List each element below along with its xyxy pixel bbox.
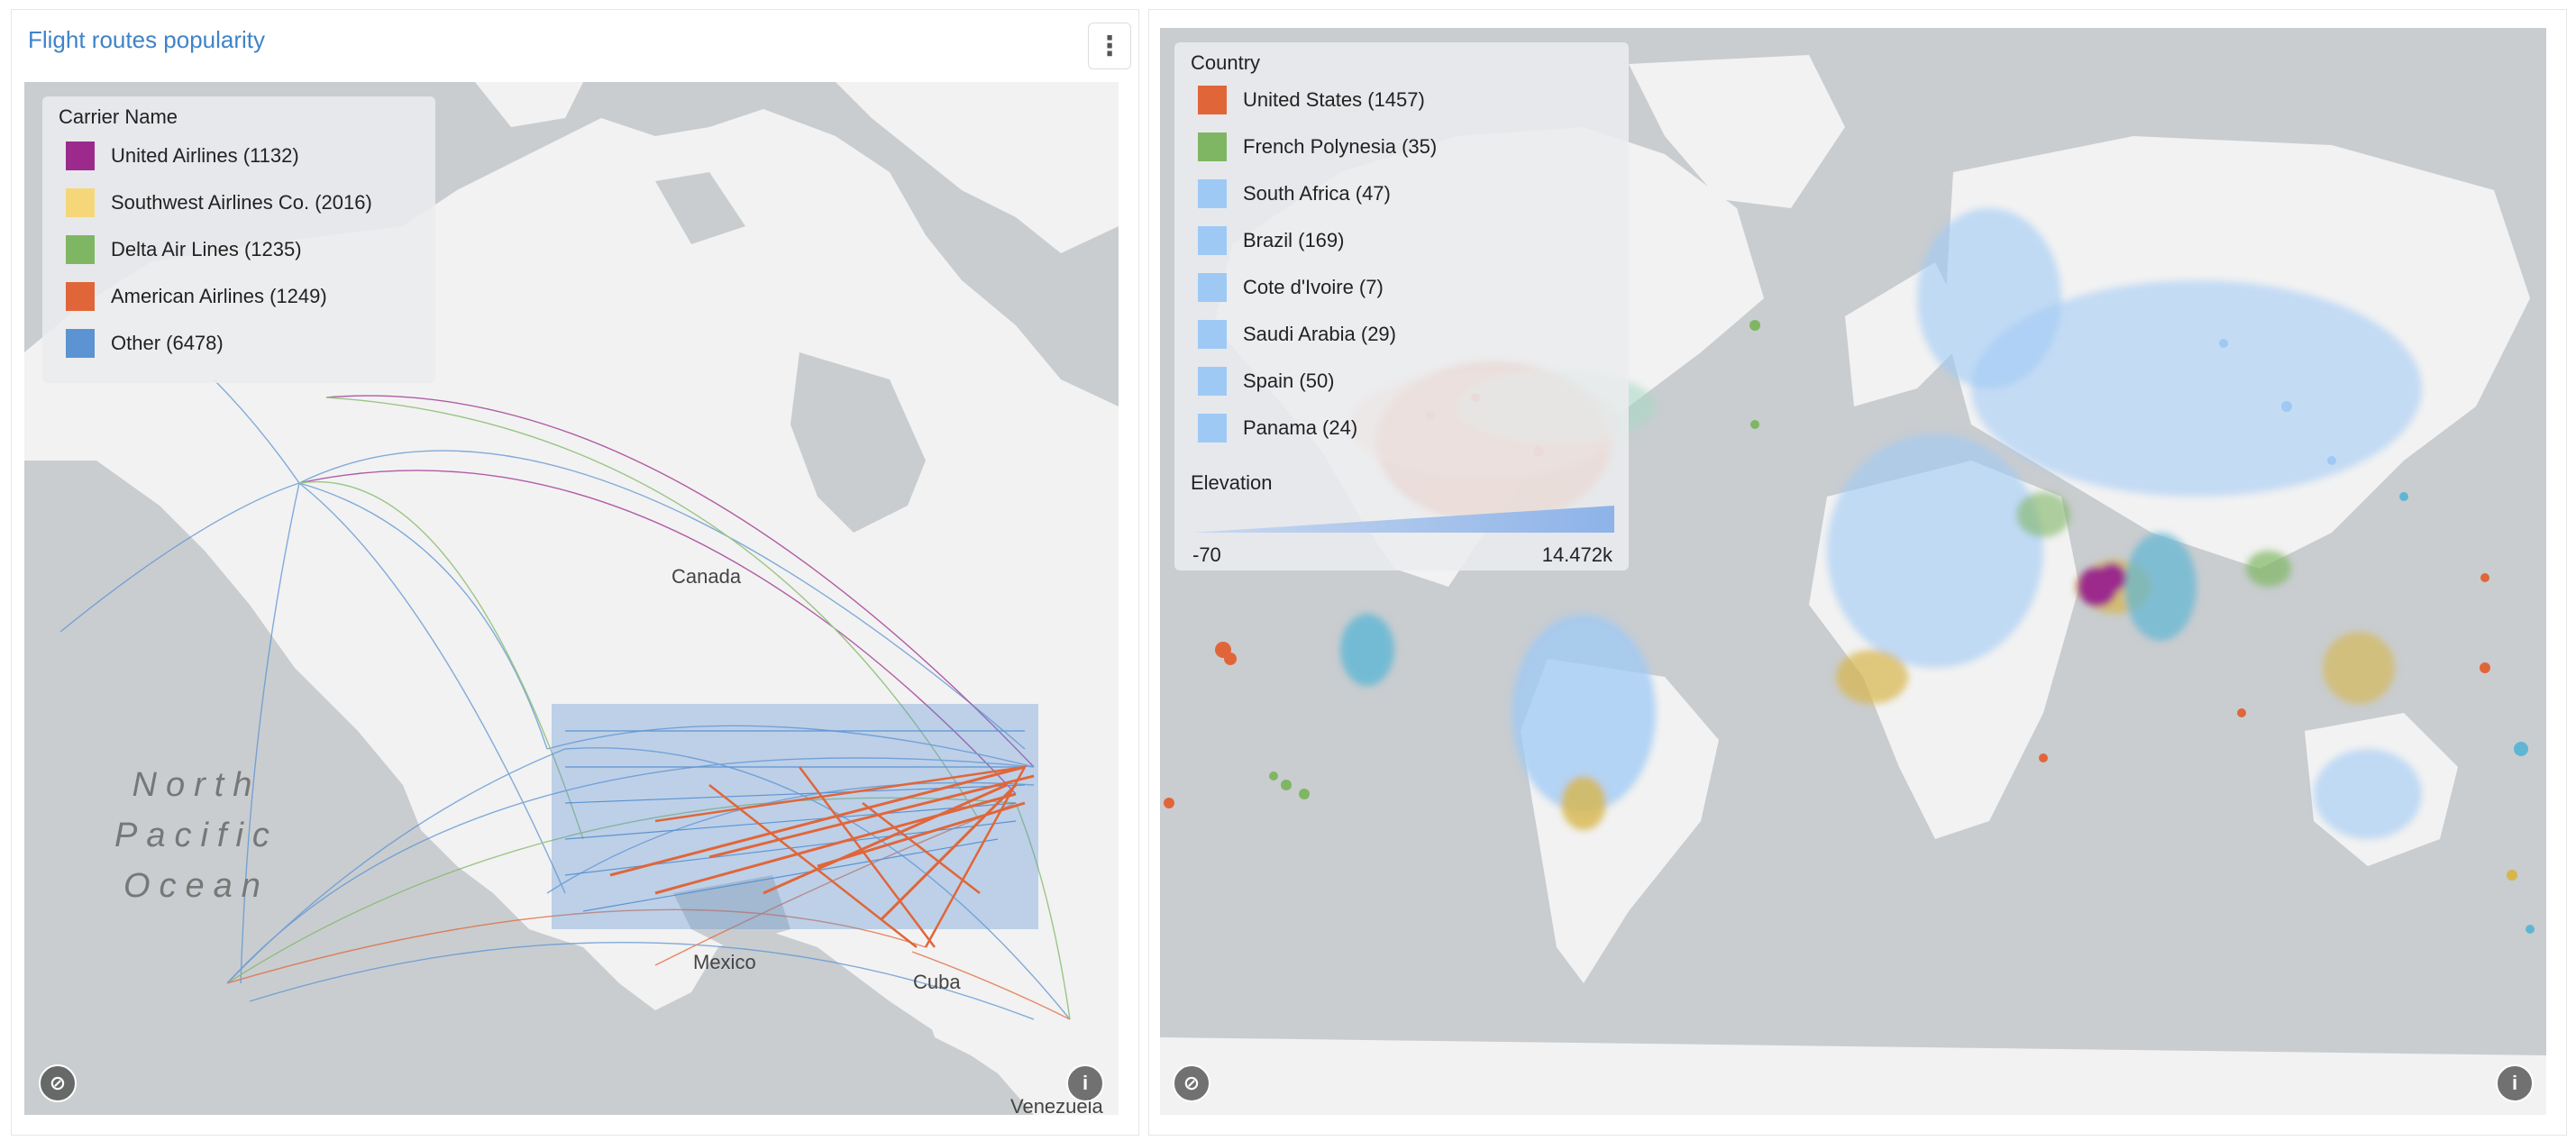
compass-icon[interactable]: ⊘ (1173, 1064, 1210, 1102)
legend-item[interactable]: South Africa (47) (1198, 179, 1391, 208)
legend-label: French Polynesia (35) (1243, 135, 1438, 158)
legend-item[interactable]: Other (6478) (66, 329, 224, 358)
legend-label: Other (6478) (111, 332, 224, 354)
label-ocean: North Pacific Ocean (114, 760, 279, 911)
elevation-min: -70 (1192, 543, 1221, 566)
country-elevation-panel: Country United States (1457) French Poly… (1148, 9, 2567, 1136)
legend-item[interactable]: French Polynesia (35) (1198, 132, 1437, 161)
legend-label: Spain (50) (1243, 370, 1335, 392)
legend-item[interactable]: United Airlines (1132) (66, 141, 299, 170)
legend-item[interactable]: Southwest Airlines Co. (2016) (66, 188, 372, 217)
carrier-legend: Carrier Name United Airlines (1132) Sout… (42, 96, 435, 383)
legend-swatch (66, 141, 95, 170)
dense-routes (552, 704, 1038, 948)
legend-swatch (1198, 367, 1227, 396)
legend-item[interactable]: Cote d'Ivoire (7) (1198, 273, 1384, 302)
flight-routes-map[interactable]: Canada Mexico Cuba Venezuela North Pacif… (24, 82, 1119, 1115)
legend-label: Panama (24) (1243, 416, 1358, 439)
more-vertical-icon[interactable]: ⋮ (1088, 23, 1131, 69)
legend-label: Delta Air Lines (1235) (111, 238, 302, 260)
legend-item[interactable]: American Airlines (1249) (66, 282, 327, 311)
legend-swatch (1198, 273, 1227, 302)
compass-icon[interactable]: ⊘ (39, 1064, 77, 1102)
data-points (1340, 208, 2422, 839)
elevation-title: Elevation (1191, 471, 1273, 494)
legend-swatch (1198, 320, 1227, 349)
elevation-max: 14.472k (1541, 543, 1612, 566)
legend-label: Saudi Arabia (29) (1243, 323, 1396, 345)
legend-item[interactable]: Delta Air Lines (1235) (66, 235, 302, 264)
label-mexico: Mexico (693, 951, 756, 973)
legend-swatch (1198, 132, 1227, 161)
legend-label: South Africa (47) (1243, 182, 1391, 205)
legend-label: American Airlines (1249) (111, 285, 327, 307)
legend-item[interactable]: Spain (50) (1198, 367, 1335, 396)
legend-item[interactable]: Panama (24) (1198, 414, 1357, 443)
legend-item[interactable]: United States (1457) (1198, 86, 1425, 114)
ocean-line-3: Ocean (123, 867, 269, 905)
elevation-gradient (1191, 506, 1614, 533)
legend-swatch (66, 188, 95, 217)
legend-swatch (1198, 179, 1227, 208)
legend-title: Carrier Name (59, 105, 178, 128)
flight-routes-panel: Flight routes popularity ⋮ (11, 9, 1139, 1136)
label-cuba: Cuba (913, 971, 961, 993)
legend-label: Brazil (169) (1243, 229, 1345, 251)
legend-label: United Airlines (1132) (111, 144, 299, 167)
country-elevation-map[interactable]: Country United States (1457) French Poly… (1160, 28, 2546, 1115)
legend-label: Southwest Airlines Co. (2016) (111, 191, 372, 214)
water-bodies (655, 172, 926, 947)
legend-swatch (66, 282, 95, 311)
legend-swatch (1198, 414, 1227, 443)
info-icon[interactable]: i (2496, 1064, 2534, 1102)
country-legend: Country United States (1457) French Poly… (1174, 42, 1629, 570)
info-icon[interactable]: i (1066, 1064, 1104, 1102)
legend-swatch (66, 329, 95, 358)
legend-label: Cote d'Ivoire (7) (1243, 276, 1384, 298)
legend-swatch (66, 235, 95, 264)
legend-item[interactable]: Brazil (169) (1198, 226, 1344, 255)
legend-title: Country (1191, 51, 1261, 74)
ocean-line-1: North (132, 766, 261, 804)
label-canada: Canada (671, 565, 742, 588)
legend-item[interactable]: Saudi Arabia (29) (1198, 320, 1396, 349)
legend-swatch (1198, 86, 1227, 114)
legend-label: United States (1457) (1243, 88, 1425, 111)
legend-swatch (1198, 226, 1227, 255)
ocean-line-2: Pacific (114, 817, 279, 854)
panel-title[interactable]: Flight routes popularity (28, 26, 266, 53)
flight-routes (59, 379, 1071, 1020)
